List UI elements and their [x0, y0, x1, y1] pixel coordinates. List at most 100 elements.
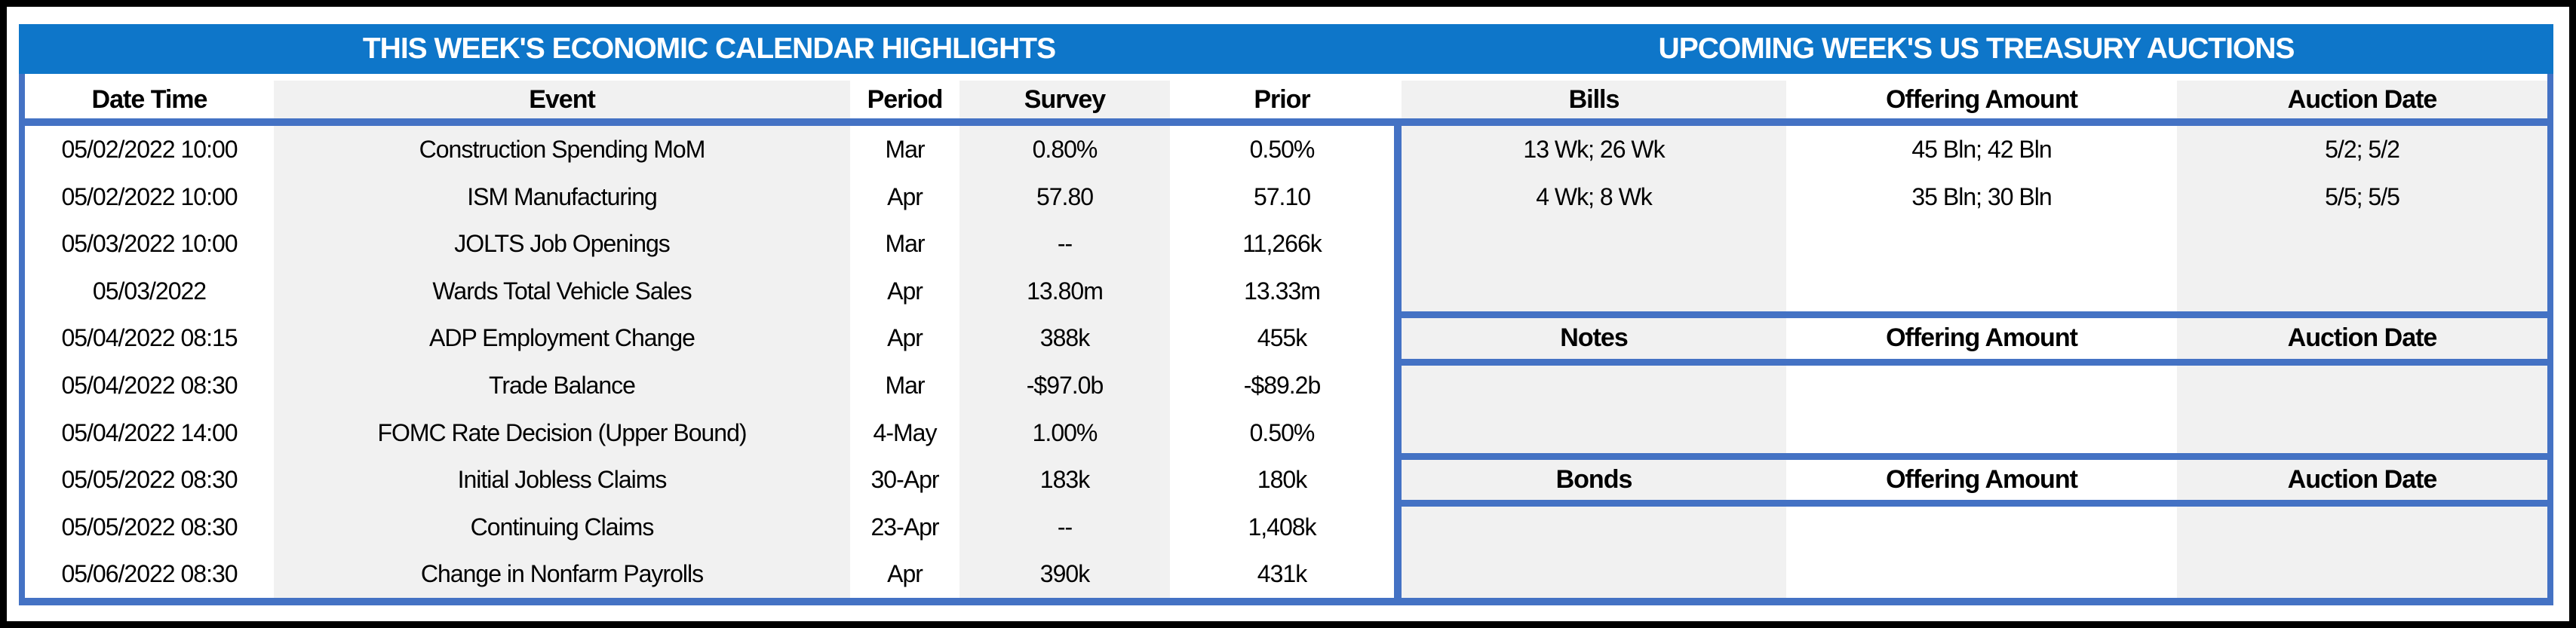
table-row: 13 Wk; 26 Wk 45 Bln; 42 Bln 5/2; 5/2 — [1402, 126, 2547, 173]
cell-date-time: 05/03/2022 — [92, 277, 207, 305]
cell-date-time: 05/02/2022 10:00 — [61, 136, 238, 163]
cell-security: 4 Wk; 8 Wk — [1536, 182, 1653, 210]
bonds-top-separator — [1402, 452, 2547, 460]
table-row: 05/02/2022 10:00 ISM Manufacturing Apr 5… — [25, 173, 1394, 221]
column-header-event: Event — [529, 85, 596, 114]
cell-date-time: 05/04/2022 14:00 — [61, 418, 238, 446]
column-header-period: Period — [867, 85, 944, 114]
header-separator-line — [19, 118, 2553, 126]
table-row: 05/03/2022 10:00 JOLTS Job Openings Mar … — [25, 220, 1394, 268]
economic-calendar-table: Date Time Event Period Survey Prior 05/0… — [19, 74, 1394, 605]
cell-survey: 388k — [1039, 324, 1090, 352]
column-header-prior: Prior — [1254, 85, 1310, 114]
cell-survey: 1.00% — [1032, 418, 1098, 446]
table-row: 05/02/2022 10:00 Construction Spending M… — [25, 126, 1394, 173]
column-header-date-time: Date Time — [91, 85, 208, 114]
cell-survey: -$97.0b — [1026, 371, 1104, 399]
table-row: 4 Wk; 8 Wk 35 Bln; 30 Bln 5/5; 5/5 — [1402, 173, 2547, 221]
cell-event: Trade Balance — [489, 371, 636, 399]
auctions-column-backgrounds — [1402, 81, 2547, 598]
cell-prior: 0.50% — [1249, 418, 1316, 446]
cell-date-time: 05/04/2022 08:15 — [61, 324, 238, 352]
table-row: 05/04/2022 14:00 FOMC Rate Decision (Upp… — [25, 409, 1394, 457]
section-header-bills: Bills — [1568, 85, 1620, 114]
cell-period: 23-Apr — [870, 513, 939, 541]
column-header-survey: Survey — [1024, 85, 1106, 114]
treasury-auctions-table: Bills Offering Amount Auction Date 13 Wk… — [1402, 74, 2553, 605]
cell-event: Wards Total Vehicle Sales — [432, 277, 692, 305]
cell-event: Construction Spending MoM — [419, 136, 706, 163]
section-header-bonds: Bonds — [1555, 465, 1633, 495]
cell-period: Apr — [887, 324, 923, 352]
cell-survey: 390k — [1039, 560, 1090, 588]
column-header-offering-amount: Offering Amount — [1886, 465, 2078, 495]
cell-period: 4-May — [873, 418, 938, 446]
cell-prior: 0.50% — [1249, 136, 1316, 163]
notes-header-row: Notes Offering Amount Auction Date — [1402, 314, 2547, 362]
cell-period: Mar — [885, 230, 925, 258]
calendar-column-backgrounds — [25, 81, 1394, 598]
cell-date-time: 05/05/2022 08:30 — [61, 513, 238, 541]
column-header-offering-amount: Offering Amount — [1886, 85, 2078, 114]
section-header-notes: Notes — [1560, 323, 1628, 353]
cell-prior: 431k — [1257, 560, 1307, 588]
cell-event: FOMC Rate Decision (Upper Bound) — [377, 418, 747, 446]
cell-offering-amount: 45 Bln; 42 Bln — [1911, 136, 2052, 163]
bonds-header-row: Bonds Offering Amount Auction Date — [1402, 456, 2547, 504]
cell-survey: 13.80m — [1027, 277, 1104, 305]
table-row: 05/05/2022 08:30 Initial Jobless Claims … — [25, 456, 1394, 504]
cell-period: 30-Apr — [870, 466, 939, 494]
cell-date-time: 05/06/2022 08:30 — [61, 560, 238, 588]
calendar-header-row: Date Time Event Period Survey Prior — [25, 81, 1394, 118]
cell-period: Mar — [885, 371, 925, 399]
cell-period: Apr — [887, 182, 923, 210]
cell-prior: 180k — [1257, 466, 1307, 494]
cell-prior: 13.33m — [1244, 277, 1321, 305]
table-row: 05/06/2022 08:30 Change in Nonfarm Payro… — [25, 550, 1394, 598]
title-bar: THIS WEEK'S ECONOMIC CALENDAR HIGHLIGHTS… — [19, 24, 2553, 74]
cell-date-time: 05/05/2022 08:30 — [61, 466, 238, 494]
column-header-auction-date: Auction Date — [2287, 323, 2438, 353]
table-row: 05/03/2022 Wards Total Vehicle Sales Apr… — [25, 268, 1394, 315]
cell-offering-amount: 35 Bln; 30 Bln — [1911, 182, 2052, 210]
cell-event: Continuing Claims — [470, 513, 655, 541]
cell-period: Apr — [887, 277, 923, 305]
cell-survey: -- — [1057, 230, 1073, 258]
cell-auction-date: 5/2; 5/2 — [2325, 136, 2400, 163]
cell-prior: 455k — [1257, 324, 1307, 352]
table-row: 05/04/2022 08:15 ADP Employment Change A… — [25, 314, 1394, 362]
cell-prior: 57.10 — [1253, 182, 1311, 210]
cell-event: Change in Nonfarm Payrolls — [420, 560, 704, 588]
cell-date-time: 05/02/2022 10:00 — [61, 182, 238, 210]
column-header-auction-date: Auction Date — [2287, 465, 2438, 495]
bills-rows: 13 Wk; 26 Wk 45 Bln; 42 Bln 5/2; 5/2 4 W… — [1402, 126, 2547, 220]
cell-period: Apr — [887, 560, 923, 588]
cell-survey: 57.80 — [1036, 182, 1094, 210]
notes-bottom-separator — [1402, 358, 2547, 366]
cell-security: 13 Wk; 26 Wk — [1523, 136, 1665, 163]
cell-event: ADP Employment Change — [429, 324, 695, 352]
notes-top-separator — [1402, 311, 2547, 318]
cell-prior: 1,408k — [1248, 513, 1316, 541]
table-row: 05/05/2022 08:30 Continuing Claims 23-Ap… — [25, 504, 1394, 551]
bills-header-row: Bills Offering Amount Auction Date — [1402, 81, 2547, 118]
calendar-rows: 05/02/2022 10:00 Construction Spending M… — [25, 126, 1394, 598]
cell-auction-date: 5/5; 5/5 — [2325, 182, 2400, 210]
cell-date-time: 05/03/2022 10:00 — [61, 230, 238, 258]
cell-survey: 0.80% — [1032, 136, 1098, 163]
bonds-bottom-separator — [1402, 500, 2547, 507]
column-header-offering-amount: Offering Amount — [1886, 323, 2078, 353]
cell-survey: -- — [1057, 513, 1073, 541]
cell-period: Mar — [885, 136, 925, 163]
cell-event: Initial Jobless Claims — [457, 466, 668, 494]
cell-prior: -$89.2b — [1243, 371, 1322, 399]
cell-date-time: 05/04/2022 08:30 — [61, 371, 238, 399]
cell-event: JOLTS Job Openings — [454, 230, 671, 258]
cell-survey: 183k — [1039, 466, 1090, 494]
auctions-title: UPCOMING WEEK'S US TREASURY AUCTIONS — [1658, 32, 2295, 65]
cell-event: ISM Manufacturing — [467, 182, 658, 210]
calendar-title: THIS WEEK'S ECONOMIC CALENDAR HIGHLIGHTS — [362, 32, 1056, 65]
table-row: 05/04/2022 08:30 Trade Balance Mar -$97.… — [25, 362, 1394, 409]
column-header-auction-date: Auction Date — [2287, 85, 2438, 114]
